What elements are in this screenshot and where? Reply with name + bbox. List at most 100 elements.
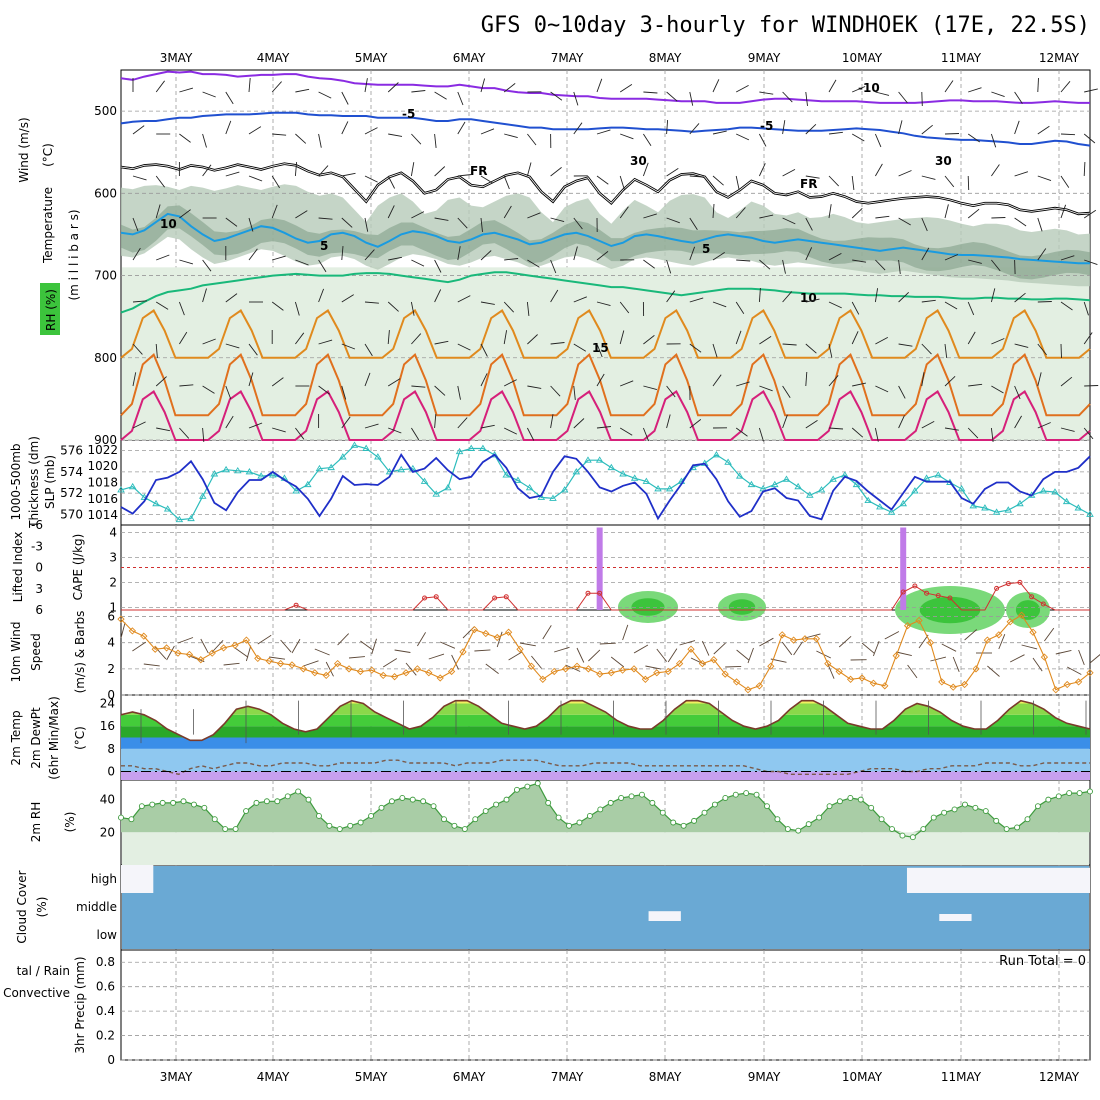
cape-bar bbox=[900, 527, 907, 610]
wind-barb bbox=[642, 427, 650, 442]
rh2m-point bbox=[920, 826, 927, 832]
x-tick-label-top: 5MAY bbox=[355, 51, 388, 65]
wind-barb bbox=[759, 91, 774, 95]
rh2m-point bbox=[347, 822, 354, 829]
wind-barb bbox=[689, 217, 698, 230]
thickness-point bbox=[747, 480, 756, 488]
li-point bbox=[597, 590, 603, 596]
x-tick-label-bottom: 8MAY bbox=[649, 1070, 682, 1084]
surface-barb bbox=[987, 665, 1000, 677]
thickness-point bbox=[595, 456, 604, 463]
thickness-point bbox=[222, 465, 230, 473]
wind-barb bbox=[457, 246, 461, 261]
wind10-point bbox=[288, 661, 296, 669]
wind-barb bbox=[503, 205, 512, 219]
isotherm-10 bbox=[120, 271, 1091, 314]
wind-barb bbox=[758, 287, 761, 303]
wind-barb bbox=[805, 298, 820, 303]
wind-barb bbox=[968, 87, 982, 93]
contour-label: FR bbox=[470, 164, 487, 178]
surface-barb bbox=[440, 641, 456, 649]
surface-barb bbox=[725, 665, 742, 668]
wind-barb bbox=[758, 163, 766, 177]
wind10-point bbox=[504, 628, 513, 636]
wind-barb bbox=[318, 259, 327, 273]
wind-barb bbox=[921, 421, 935, 429]
wind-barb bbox=[341, 91, 349, 105]
wind-barb bbox=[341, 416, 351, 429]
thickness-point bbox=[969, 502, 978, 509]
rh2m-point bbox=[430, 803, 437, 810]
thickness-point bbox=[268, 471, 277, 478]
thickness-point bbox=[432, 490, 441, 497]
y-axis-title: (m i l l i b a r s) bbox=[67, 209, 81, 300]
wind10-point bbox=[778, 631, 786, 639]
thickness-point bbox=[782, 475, 791, 482]
rh2m-point bbox=[190, 801, 197, 808]
wind-barb bbox=[225, 91, 234, 105]
li-point bbox=[433, 594, 439, 600]
surface-barb bbox=[633, 644, 649, 654]
wind-barb bbox=[736, 381, 750, 387]
wind10-point bbox=[231, 641, 239, 649]
rh2m-point bbox=[847, 795, 854, 801]
surface-barb bbox=[519, 642, 536, 647]
rh2m-point bbox=[503, 796, 510, 803]
wind10-point bbox=[197, 656, 205, 664]
rh2m-point bbox=[441, 816, 447, 823]
wind10-point bbox=[402, 669, 410, 677]
wind-barb bbox=[202, 338, 216, 345]
surface-barb bbox=[132, 641, 146, 652]
li-point bbox=[1005, 581, 1011, 587]
wind-barb bbox=[782, 91, 793, 103]
y-tick-label: 20 bbox=[100, 825, 115, 839]
li-point bbox=[492, 595, 498, 601]
wind-barb bbox=[225, 415, 234, 429]
rh2m-point bbox=[649, 799, 656, 806]
wind-barb bbox=[248, 175, 263, 182]
wind-barb bbox=[411, 427, 420, 441]
wind-barb bbox=[364, 423, 379, 429]
thickness-point bbox=[198, 492, 207, 499]
rh-blob-core bbox=[728, 599, 756, 615]
wind-barb bbox=[248, 248, 258, 261]
x-tick-label-bottom: 6MAY bbox=[453, 1070, 486, 1084]
wind10-point bbox=[960, 680, 969, 689]
wind-barb bbox=[294, 301, 300, 316]
wind-barb bbox=[689, 123, 700, 135]
wind10-point bbox=[436, 674, 444, 682]
rh2m-point bbox=[1024, 816, 1031, 823]
wind-barb bbox=[480, 250, 492, 261]
thickness-point bbox=[724, 458, 732, 465]
rh2m-point bbox=[357, 819, 364, 826]
wind10-point bbox=[938, 678, 946, 686]
wind-barb bbox=[387, 82, 399, 93]
wind-barb bbox=[1060, 81, 1071, 93]
wind10-point bbox=[356, 667, 365, 676]
wind-barb bbox=[526, 301, 530, 316]
wind-barb bbox=[434, 289, 442, 303]
precip-legend-conv: Convective bbox=[3, 986, 70, 1000]
wind-barb bbox=[689, 175, 704, 178]
wind-barb bbox=[967, 175, 970, 191]
wind-barb bbox=[1083, 427, 1094, 440]
wind10-point bbox=[151, 645, 159, 653]
wind-barb bbox=[225, 120, 232, 135]
surface-barb bbox=[1089, 654, 1100, 664]
rh2m-point bbox=[826, 803, 833, 810]
wind-barb bbox=[156, 427, 170, 432]
wind-barb bbox=[272, 133, 287, 136]
dewpt2m-line bbox=[121, 759, 1090, 776]
wind-barb bbox=[944, 254, 959, 261]
thickness-point bbox=[327, 463, 335, 471]
rh2m-point bbox=[378, 804, 385, 811]
rh2m-point bbox=[1066, 790, 1073, 797]
x-tick-label-top: 7MAY bbox=[551, 51, 584, 65]
thickness-point bbox=[163, 505, 172, 512]
rh2m-point bbox=[972, 804, 979, 811]
wind-barb bbox=[388, 133, 403, 137]
wind-barb bbox=[132, 247, 141, 261]
y-axis-title-temp: (°C) bbox=[73, 726, 87, 750]
contour-label: 5 bbox=[702, 242, 710, 256]
